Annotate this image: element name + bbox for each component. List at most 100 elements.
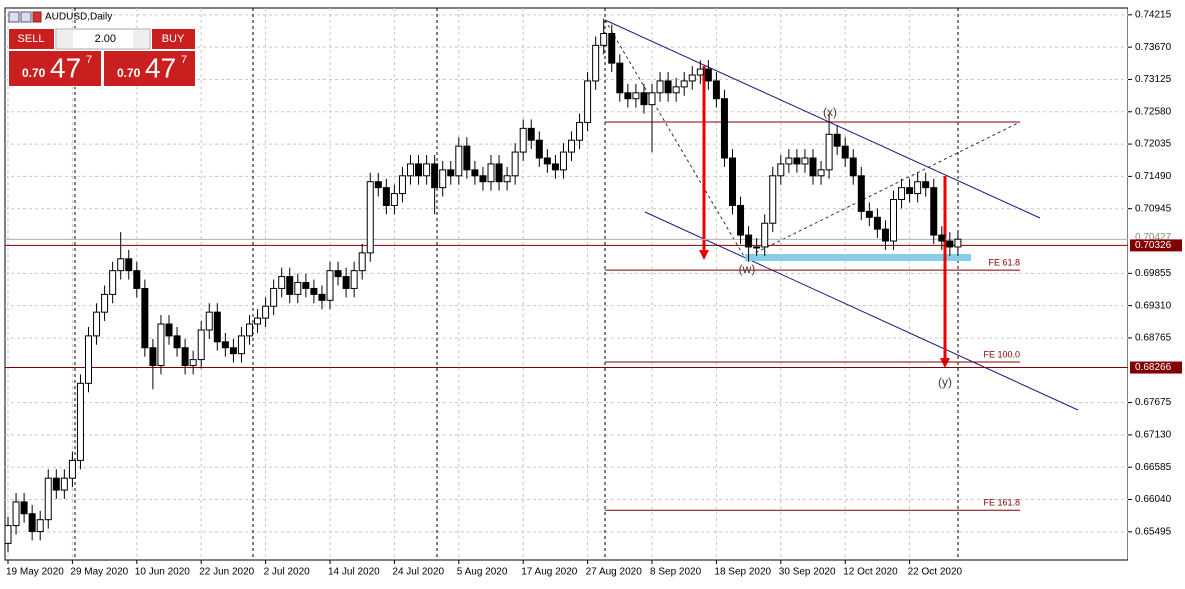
candle-body xyxy=(350,270,358,289)
dashed-leg xyxy=(604,19,746,259)
wave-label: (w) xyxy=(739,262,756,276)
candle-body xyxy=(914,181,922,195)
x-tick-label: 19 May 2020 xyxy=(6,567,64,578)
candle-body xyxy=(44,477,52,521)
candle-body xyxy=(398,175,406,195)
candle-body xyxy=(495,163,503,183)
candle-body xyxy=(664,80,672,94)
lots-up[interactable] xyxy=(133,30,149,48)
x-tick-label: 10 Jun 2020 xyxy=(135,567,190,578)
candle-body xyxy=(415,163,423,177)
y-tick-label: 0.66040 xyxy=(1135,494,1172,505)
chart-title: AUDUSD,Daily xyxy=(45,12,112,23)
candle-body xyxy=(28,513,36,533)
price-level-box xyxy=(1130,361,1182,374)
candle-body xyxy=(141,287,149,349)
buy-button[interactable] xyxy=(152,29,195,49)
x-tick-label: 8 Sep 2020 xyxy=(650,567,702,578)
x-tick-label: 24 Jul 2020 xyxy=(392,567,444,578)
sell-price-box[interactable] xyxy=(9,51,101,86)
price-level-label: 0.70326 xyxy=(1135,240,1172,251)
candle-body xyxy=(455,145,463,177)
candle-body xyxy=(680,80,688,88)
candle-body xyxy=(205,311,213,331)
candle-body xyxy=(769,175,777,224)
candle-body xyxy=(648,92,656,106)
y-tick-label: 0.72035 xyxy=(1135,139,1172,150)
y-tick-label: 0.73670 xyxy=(1135,42,1172,53)
candle-body xyxy=(737,204,745,236)
candle-body xyxy=(423,163,431,177)
candle-body xyxy=(463,145,471,171)
lots-value: 2.00 xyxy=(95,33,116,45)
candle-body xyxy=(165,323,173,337)
candle-body xyxy=(382,187,390,206)
sell-button[interactable] xyxy=(9,29,54,49)
x-tick-label: 30 Sep 2020 xyxy=(779,567,836,578)
candle-body xyxy=(447,169,455,177)
candle-body xyxy=(543,157,551,165)
candle-body xyxy=(616,62,624,94)
lots-down[interactable] xyxy=(57,30,73,48)
candle-body xyxy=(946,240,954,248)
candle-body xyxy=(278,276,286,289)
candle-body xyxy=(841,145,849,159)
wave-label: (y) xyxy=(938,375,952,389)
drawing-objects xyxy=(604,19,1079,411)
candle-body xyxy=(801,157,809,165)
candle-body xyxy=(559,151,567,171)
candle-body xyxy=(36,519,44,533)
candle-body xyxy=(833,133,841,147)
candle-body xyxy=(407,163,414,177)
candle-body xyxy=(777,163,785,177)
candle-body xyxy=(390,193,398,206)
icon xyxy=(8,11,20,23)
candle-body xyxy=(873,216,881,230)
y-tick-label: 0.73125 xyxy=(1135,74,1172,85)
candle-body xyxy=(439,169,447,189)
candle-body xyxy=(954,238,962,248)
price-big: 0.70 xyxy=(22,66,46,80)
icon xyxy=(32,11,42,23)
candle-body xyxy=(12,501,20,527)
candle-body xyxy=(906,187,914,195)
candle-body xyxy=(197,329,205,361)
x-tick-label: 29 May 2020 xyxy=(70,567,128,578)
candle-body xyxy=(302,282,310,289)
candles-layer xyxy=(4,18,962,553)
candle-body xyxy=(688,74,696,82)
fe-label: FE 100.0 xyxy=(983,349,1020,359)
candle-body xyxy=(511,151,519,177)
candle-body xyxy=(592,44,600,82)
y-tick-label: 0.69855 xyxy=(1135,268,1172,279)
fe-label: FE 61.8 xyxy=(988,257,1020,267)
icon xyxy=(20,11,32,23)
buy-price-box[interactable] xyxy=(104,51,195,86)
candle-body xyxy=(246,323,253,337)
candle-body xyxy=(890,199,897,242)
candle-body xyxy=(366,181,374,254)
channel-upper xyxy=(604,19,1041,219)
candle-body xyxy=(125,258,133,272)
price-level-label: 0.68266 xyxy=(1135,362,1172,373)
candle-body xyxy=(535,139,543,159)
candle-body xyxy=(181,347,189,367)
x-tick-label: 22 Jun 2020 xyxy=(199,567,254,578)
candle-body xyxy=(20,501,28,515)
lots-input[interactable] xyxy=(55,28,151,50)
candle-body xyxy=(326,270,334,301)
candle-body xyxy=(270,287,278,307)
candle-body xyxy=(479,175,487,183)
price-main: 47 xyxy=(145,52,176,83)
price-level-box xyxy=(1130,239,1182,252)
x-tick-label: 14 Jul 2020 xyxy=(328,567,380,578)
x-tick-label: 17 Aug 2020 xyxy=(521,567,578,578)
candle-body xyxy=(68,459,76,479)
red-arrow-head xyxy=(699,250,709,260)
candle-body xyxy=(117,258,125,272)
y-tick-label: 0.70945 xyxy=(1135,203,1172,214)
candle-body xyxy=(624,92,632,100)
candle-body xyxy=(213,311,221,343)
candle-body xyxy=(793,157,801,165)
red-arrow-head xyxy=(940,358,950,368)
